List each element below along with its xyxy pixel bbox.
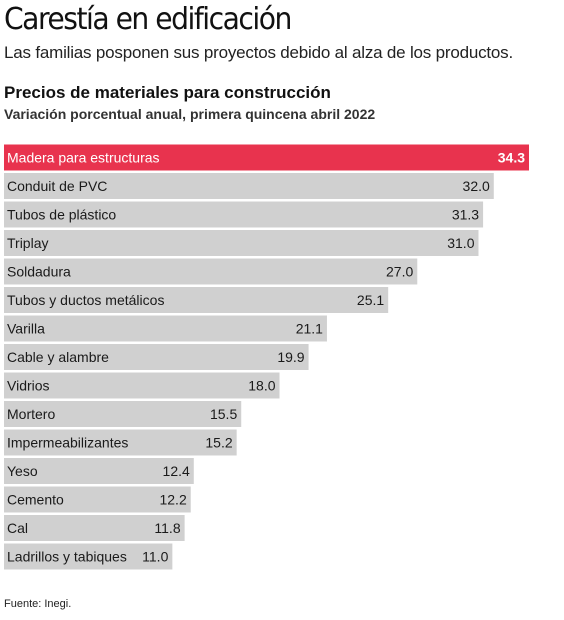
- bar-group: Cal 11.8: [4, 515, 185, 541]
- category-label: Cemento: [7, 492, 64, 508]
- category-label: Yeso: [7, 463, 38, 479]
- bar-group: Tubos de plástico 31.3: [4, 201, 484, 228]
- value-label: 15.5: [210, 406, 237, 422]
- value-label: 25.1: [357, 292, 384, 308]
- value-label: 31.3: [452, 207, 479, 223]
- bar: [4, 401, 242, 427]
- bar-group: Yeso 12.4: [4, 458, 194, 484]
- bar: [4, 173, 494, 199]
- bar: [4, 287, 389, 313]
- headline: Carestía en edificación: [4, 2, 292, 37]
- bar-group: Conduit de PVC 32.0: [4, 173, 494, 199]
- value-label: 15.2: [205, 435, 232, 451]
- bar: [4, 258, 418, 285]
- category-label: Ladrillos y tabiques: [7, 549, 127, 565]
- bar: [4, 230, 479, 256]
- chart-subtitle: Variación porcentual anual, primera quin…: [4, 106, 376, 122]
- bar-group: Tubos y ductos metálicos 25.1: [4, 287, 389, 313]
- category-label: Conduit de PVC: [7, 178, 107, 194]
- value-label: 11.0: [142, 549, 168, 565]
- category-label: Vidrios: [7, 378, 50, 394]
- bar-group: Vidrios 18.0: [4, 372, 280, 399]
- bar-group: Varilla 21.1: [4, 315, 327, 342]
- value-label: 12.2: [159, 492, 186, 508]
- bar: [4, 144, 529, 171]
- bar-group: Cable y alambre 19.9: [4, 344, 309, 370]
- bar: [4, 201, 484, 228]
- deck: Las familias posponen sus proyectos debi…: [4, 43, 513, 62]
- category-label: Triplay: [7, 235, 49, 251]
- value-label: 12.4: [163, 463, 190, 479]
- category-label: Madera para estructuras: [7, 150, 160, 166]
- bar: [4, 344, 309, 370]
- value-label: 19.9: [277, 349, 304, 365]
- category-label: Tubos y ductos metálicos: [7, 292, 164, 308]
- bar-group: Mortero 15.5: [4, 401, 242, 427]
- value-label: 27.0: [386, 264, 413, 280]
- bar-group: Cemento 12.2: [4, 486, 191, 513]
- category-label: Varilla: [7, 321, 45, 337]
- category-label: Soldadura: [7, 264, 71, 280]
- category-label: Impermeabilizantes: [7, 435, 128, 451]
- bar-group: Ladrillos y tabiques 11.0: [4, 543, 173, 570]
- bar-group: Madera para estructuras 34.3: [4, 144, 529, 171]
- bar: [4, 429, 237, 456]
- value-label: 32.0: [463, 178, 490, 194]
- bar-group: Soldadura 27.0: [4, 258, 418, 285]
- category-label: Mortero: [7, 406, 55, 422]
- bar: [4, 486, 191, 513]
- bar: [4, 372, 280, 399]
- category-label: Cable y alambre: [7, 349, 109, 365]
- bar: [4, 543, 173, 570]
- bar: [4, 458, 194, 484]
- bar: [4, 315, 327, 342]
- value-label: 11.8: [154, 520, 180, 536]
- bar-group: Triplay 31.0: [4, 230, 479, 256]
- category-label: Cal: [7, 520, 28, 536]
- bar: [4, 515, 185, 541]
- value-label: 18.0: [248, 378, 275, 394]
- category-label: Tubos de plástico: [7, 207, 116, 223]
- bar-group: Impermeabilizantes 15.2: [4, 429, 237, 456]
- value-label: 21.1: [296, 321, 323, 337]
- value-label: 31.0: [447, 235, 474, 251]
- value-label: 34.3: [498, 150, 525, 166]
- chart-title: Precios de materiales para construcción: [4, 83, 331, 102]
- source-note: Fuente: Inegi.: [4, 598, 72, 610]
